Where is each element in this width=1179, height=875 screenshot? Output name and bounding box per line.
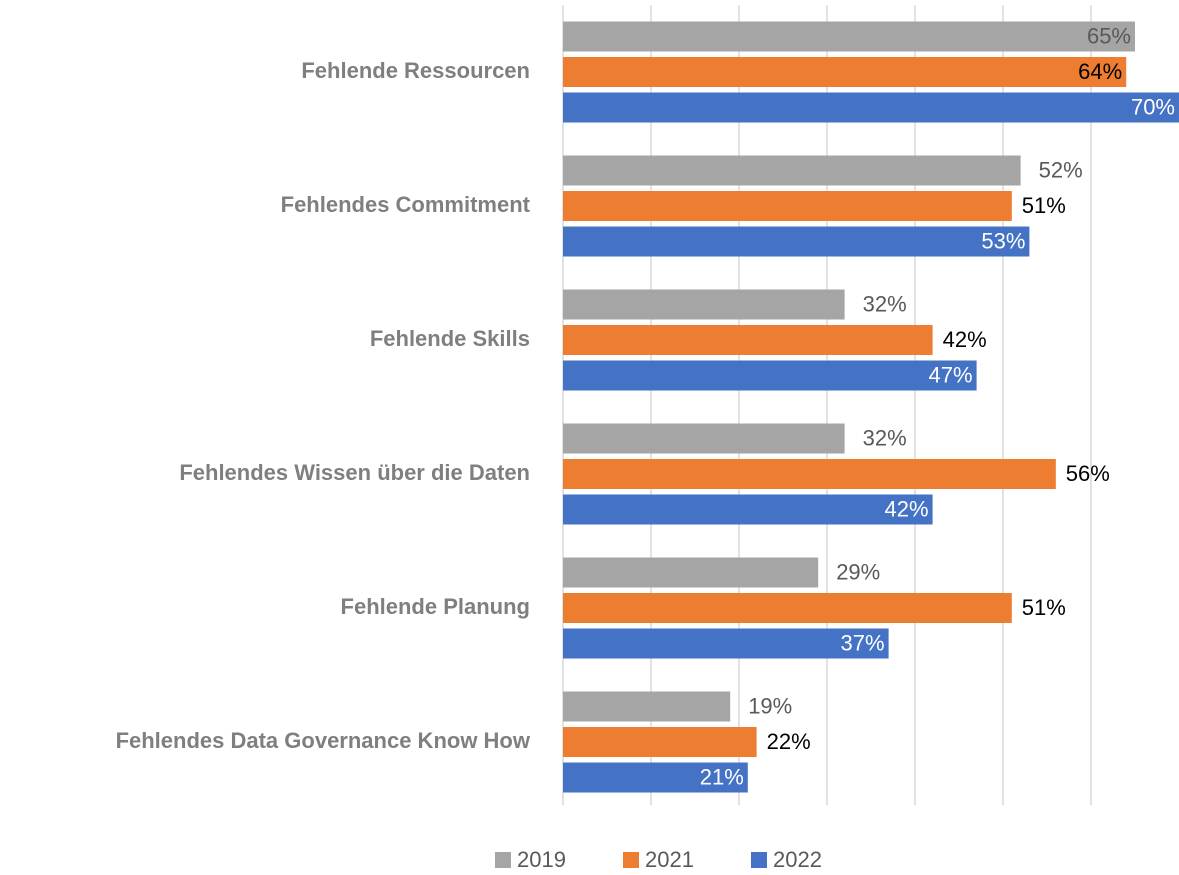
data-label: 64% [1078, 59, 1122, 84]
data-label: 51% [1022, 193, 1066, 218]
legend-label: 2021 [645, 847, 694, 872]
bar [563, 727, 757, 757]
data-label: 51% [1022, 595, 1066, 620]
category-label: Fehlendes Data Governance Know How [116, 728, 531, 753]
category-label: Fehlende Ressourcen [301, 58, 530, 83]
data-label: 52% [1039, 157, 1083, 182]
legend-label: 2022 [773, 847, 822, 872]
bar [563, 593, 1012, 623]
legend-label: 2019 [517, 847, 566, 872]
legend-swatch [751, 852, 767, 868]
bar [563, 289, 845, 320]
bar [563, 155, 1021, 186]
bar [563, 557, 819, 588]
data-label: 47% [929, 362, 973, 387]
bar [563, 494, 933, 525]
bar [563, 226, 1030, 257]
data-label: 56% [1066, 461, 1110, 486]
data-label: 42% [885, 496, 929, 521]
category-label: Fehlende Skills [370, 326, 530, 351]
bar [563, 92, 1179, 123]
legend-swatch [623, 852, 639, 868]
data-label: 37% [841, 630, 885, 655]
bar [563, 360, 977, 391]
legend-swatch [495, 852, 511, 868]
data-label: 53% [981, 228, 1025, 253]
data-label: 19% [748, 693, 792, 718]
bar [563, 191, 1012, 221]
bar [563, 762, 748, 793]
data-label: 21% [700, 764, 744, 789]
bar [563, 691, 731, 722]
bar [563, 325, 933, 355]
category-label: Fehlendes Commitment [281, 192, 531, 217]
data-label: 32% [863, 425, 907, 450]
bar [563, 423, 845, 454]
data-label: 70% [1131, 94, 1175, 119]
data-label: 32% [863, 291, 907, 316]
bar [563, 628, 889, 659]
bar [563, 57, 1127, 87]
bar [563, 21, 1135, 52]
data-label: 22% [767, 729, 811, 754]
data-label: 29% [836, 559, 880, 584]
data-label: 65% [1087, 23, 1131, 48]
category-label: Fehlende Planung [341, 594, 530, 619]
category-label: Fehlendes Wissen über die Daten [179, 460, 530, 485]
data-label: 42% [943, 327, 987, 352]
bar [563, 459, 1056, 489]
